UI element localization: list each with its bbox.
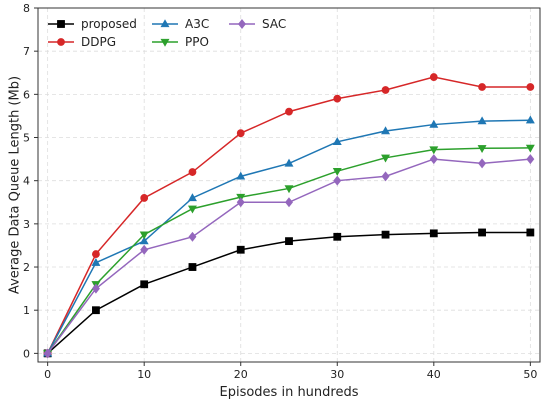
data-point-proposed bbox=[140, 280, 149, 289]
data-point-ddpg bbox=[92, 250, 100, 258]
legend-label: PPO bbox=[185, 35, 209, 49]
data-point-a3c bbox=[187, 193, 197, 202]
y-tick-label: 8 bbox=[23, 2, 30, 15]
legend-label: proposed bbox=[81, 17, 137, 31]
series-ddpg bbox=[43, 73, 535, 358]
data-point-ddpg bbox=[526, 83, 535, 91]
data-point-ppo bbox=[332, 168, 342, 176]
data-point-a3c bbox=[477, 116, 487, 125]
x-axis-label: Episodes in hundreds bbox=[220, 385, 359, 400]
x-tick-label: 50 bbox=[523, 368, 537, 381]
legend-swatch-marker bbox=[238, 19, 246, 29]
data-point-a3c bbox=[429, 119, 439, 128]
legend-label: SAC bbox=[262, 17, 286, 31]
data-point-proposed bbox=[236, 245, 245, 254]
y-tick-label: 7 bbox=[23, 45, 30, 58]
data-point-ddpg bbox=[188, 168, 197, 176]
data-point-ddpg bbox=[285, 107, 293, 116]
series-line-proposed bbox=[47, 231, 531, 354]
data-point-ppo bbox=[429, 146, 439, 155]
series-line-ppo bbox=[47, 147, 531, 354]
legend-swatch-marker bbox=[160, 19, 170, 28]
data-point-sac bbox=[140, 244, 149, 255]
x-tick-label: 20 bbox=[234, 368, 248, 381]
data-point-sac bbox=[91, 283, 100, 294]
plot-frame bbox=[37, 7, 541, 363]
data-point-a3c bbox=[525, 115, 535, 124]
y-tick-label: 2 bbox=[23, 261, 30, 274]
series-ppo bbox=[43, 144, 535, 359]
series-line-ddpg bbox=[46, 76, 531, 354]
data-point-sac bbox=[43, 348, 52, 359]
data-point-ppo bbox=[187, 205, 197, 214]
series-sac bbox=[43, 154, 535, 359]
data-point-a3c bbox=[332, 137, 342, 146]
data-point-a3c bbox=[284, 158, 294, 167]
data-point-sac bbox=[526, 154, 535, 165]
legend: proposed DDPG A3C PPO SAC bbox=[48, 17, 286, 49]
legend-item-a3c: A3C bbox=[152, 17, 209, 31]
data-point-a3c bbox=[91, 257, 101, 266]
y-tick-label: 1 bbox=[23, 304, 30, 317]
legend-item-proposed: proposed bbox=[48, 17, 137, 31]
data-point-ppo bbox=[477, 145, 487, 154]
series-line-a3c bbox=[46, 119, 531, 354]
data-point-sac bbox=[429, 154, 438, 165]
grid bbox=[38, 7, 540, 362]
data-point-ddpg bbox=[429, 73, 438, 81]
legend-item-sac: SAC bbox=[229, 17, 286, 31]
y-tick-label: 3 bbox=[23, 218, 30, 231]
y-axis: 0 1 2 3 4 5 6 7 8 bbox=[23, 2, 38, 360]
legend-swatch-marker bbox=[57, 20, 65, 28]
legend-label: DDPG bbox=[81, 35, 116, 49]
data-point-ppo bbox=[284, 185, 294, 194]
legend-item-ddpg: DDPG bbox=[48, 35, 116, 49]
data-point-sac bbox=[188, 231, 197, 242]
data-point-a3c bbox=[236, 171, 246, 180]
y-tick-label: 0 bbox=[23, 347, 30, 360]
legend-label: A3C bbox=[185, 17, 209, 31]
data-point-ddpg bbox=[478, 83, 486, 91]
data-point-proposed bbox=[381, 230, 390, 239]
data-point-sac bbox=[381, 171, 390, 182]
y-tick-label: 4 bbox=[23, 175, 30, 188]
data-point-ddpg bbox=[381, 86, 390, 94]
data-point-sac bbox=[333, 175, 342, 186]
series-proposed bbox=[43, 228, 535, 358]
data-point-ddpg bbox=[333, 94, 342, 103]
data-point-ddpg bbox=[236, 129, 245, 138]
data-point-proposed bbox=[333, 232, 342, 241]
legend-item-ppo: PPO bbox=[152, 35, 209, 49]
data-point-ddpg bbox=[140, 194, 149, 202]
data-point-a3c bbox=[381, 126, 391, 135]
series-layer bbox=[43, 73, 535, 359]
legend-swatch-marker bbox=[57, 38, 65, 46]
y-tick-label: 6 bbox=[23, 88, 30, 101]
y-tick-label: 5 bbox=[23, 132, 30, 145]
data-point-sac bbox=[236, 197, 245, 208]
data-point-proposed bbox=[429, 229, 438, 238]
series-a3c bbox=[43, 115, 535, 357]
data-point-proposed bbox=[478, 228, 486, 237]
x-tick-label: 40 bbox=[427, 368, 441, 381]
x-tick-label: 0 bbox=[44, 368, 51, 381]
data-point-sac bbox=[478, 158, 487, 169]
data-point-ppo bbox=[381, 154, 391, 163]
data-point-ppo bbox=[525, 144, 535, 153]
data-point-proposed bbox=[188, 263, 197, 271]
data-point-a3c bbox=[139, 236, 149, 245]
x-tick-label: 10 bbox=[137, 368, 151, 381]
data-point-ppo bbox=[139, 231, 149, 240]
x-axis: 0 10 20 30 40 50 bbox=[44, 362, 537, 381]
data-point-proposed bbox=[285, 237, 293, 246]
data-point-proposed bbox=[526, 228, 535, 237]
y-axis-label: Average Data Queue Length (Mb) bbox=[8, 76, 23, 294]
data-point-proposed bbox=[92, 306, 100, 315]
data-point-sac bbox=[285, 197, 293, 208]
x-tick-label: 30 bbox=[330, 368, 344, 381]
legend-swatch-marker bbox=[160, 38, 170, 47]
